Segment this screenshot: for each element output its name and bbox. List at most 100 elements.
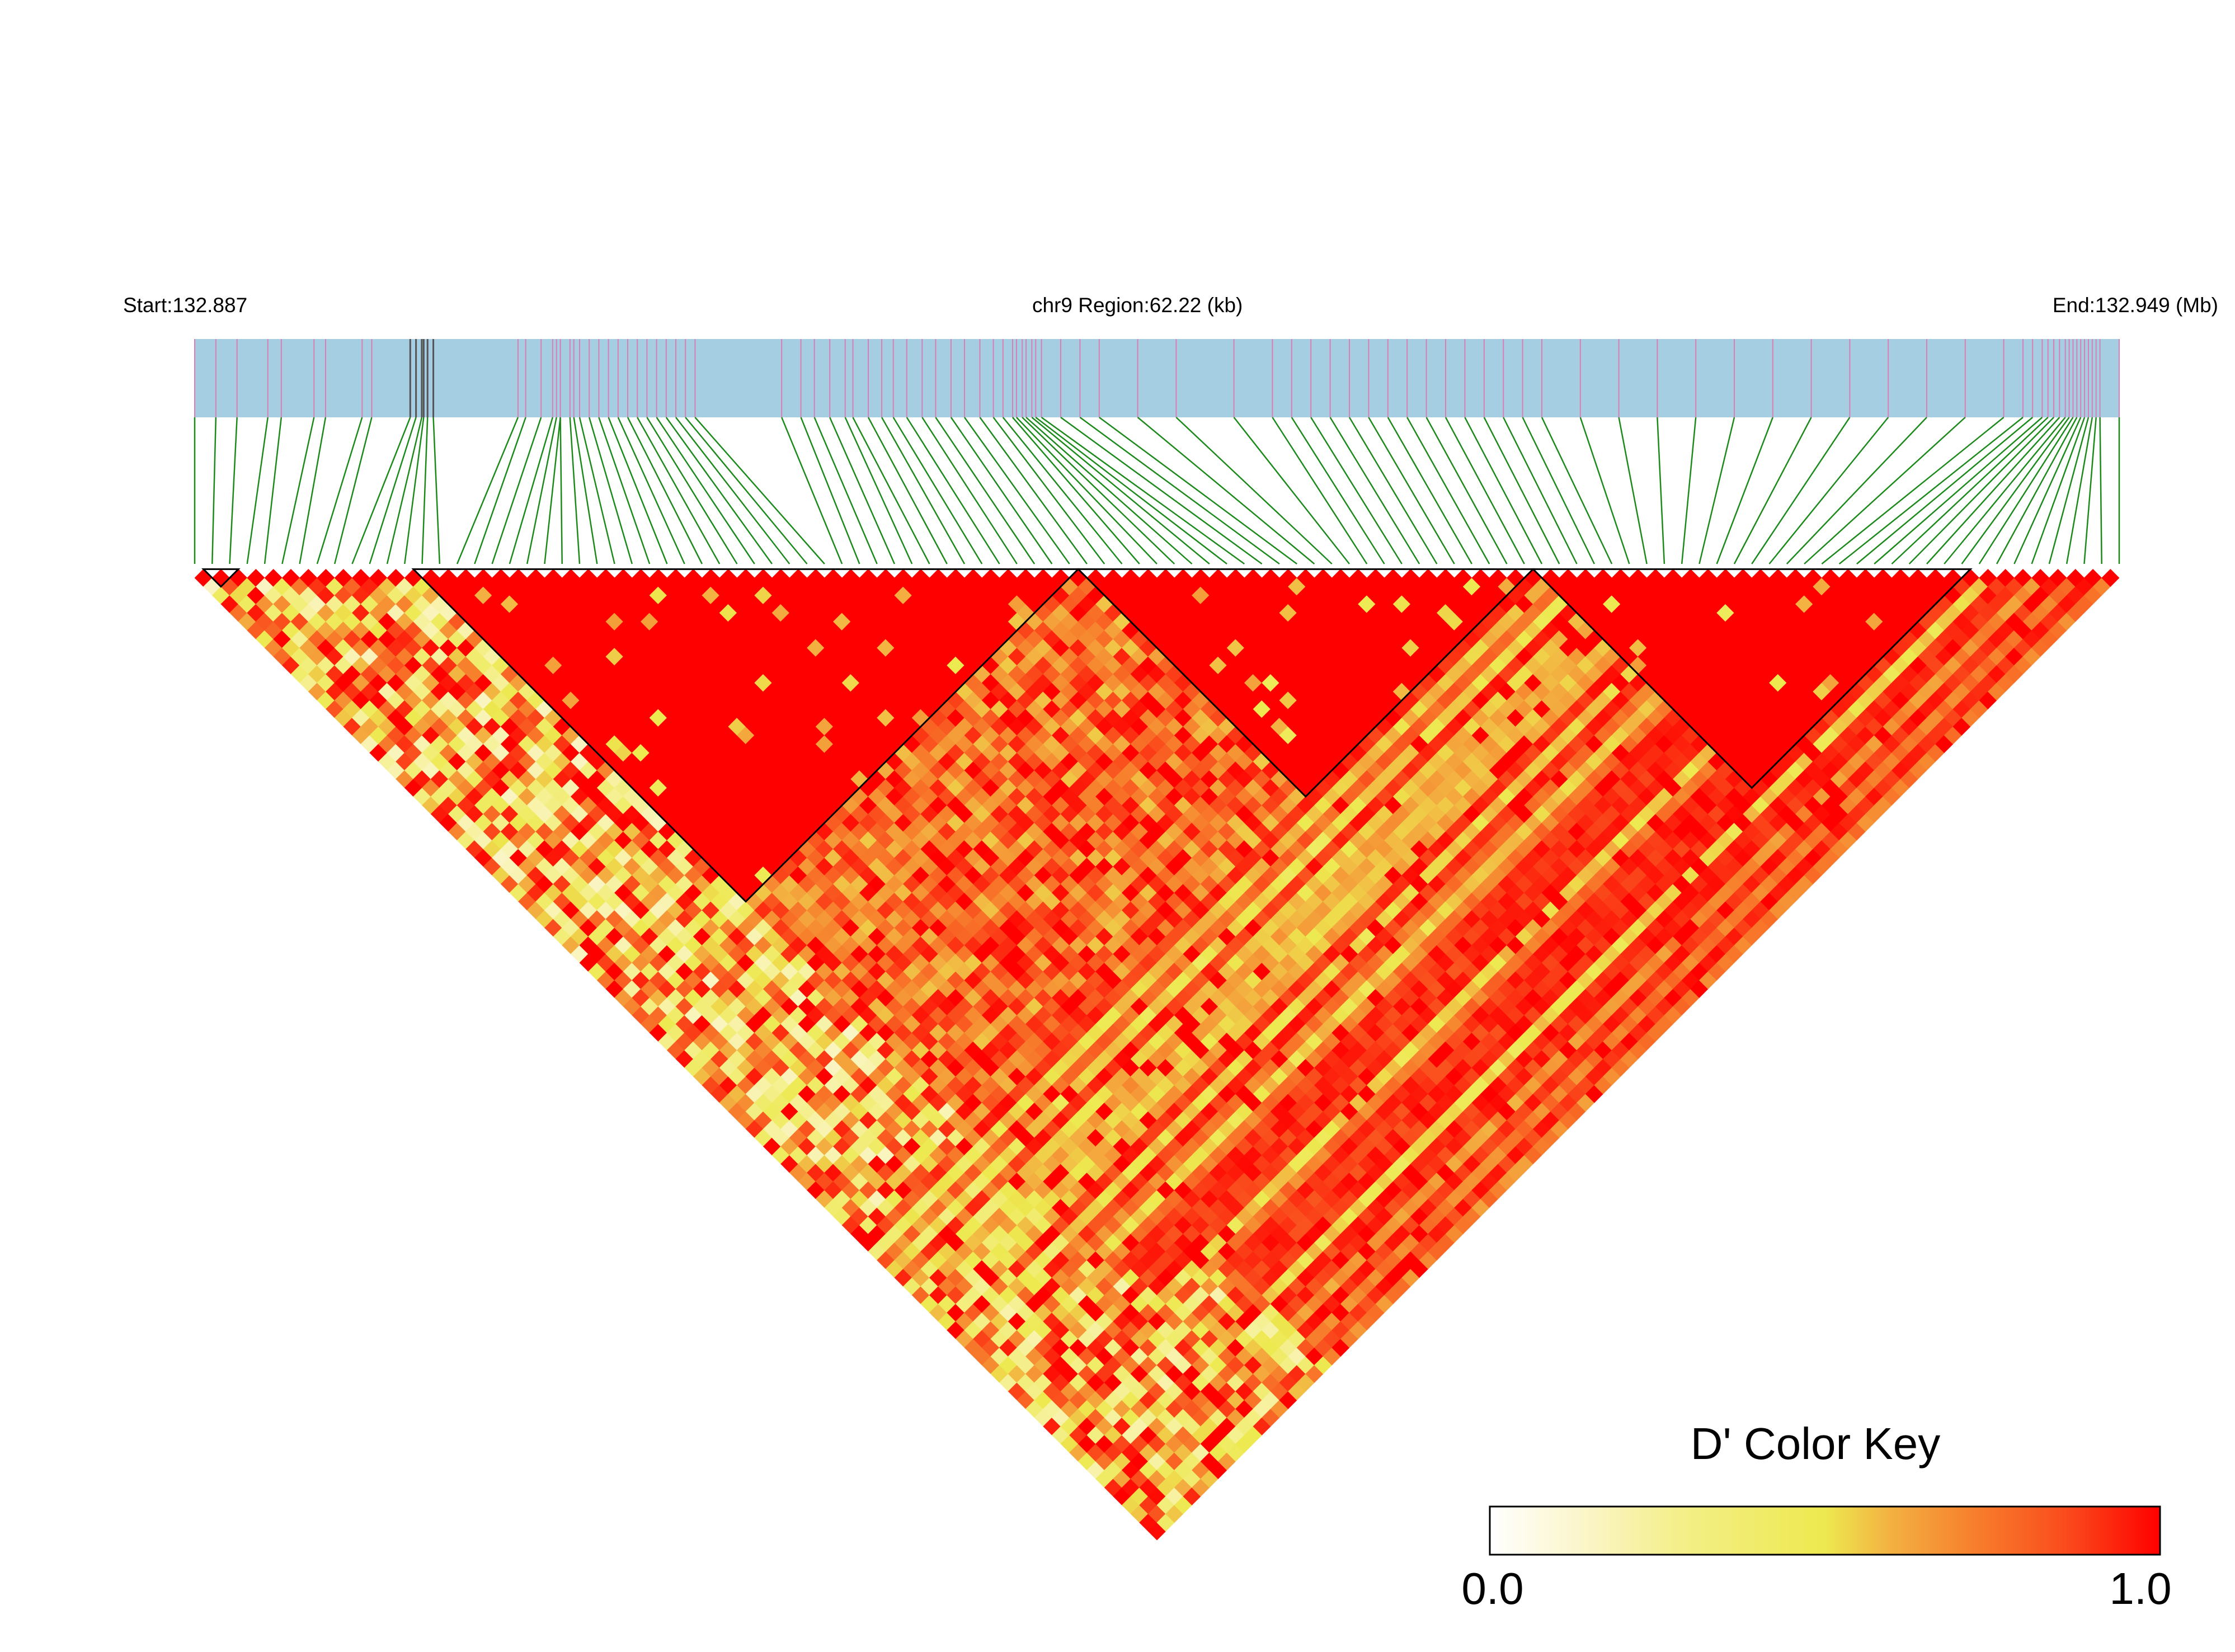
snp-connector (627, 417, 703, 564)
snp-connector (1368, 417, 1455, 564)
snp-connector (1310, 417, 1403, 564)
snp-connector (963, 417, 1070, 564)
snp-connector (1874, 417, 2043, 564)
snp-connector (992, 417, 1105, 564)
snp-connector (906, 417, 1000, 564)
snp-connector (1387, 417, 1472, 564)
snp-connector (800, 417, 860, 564)
snp-connector (1961, 417, 2070, 564)
snp-connector (386, 417, 423, 564)
snp-connector (229, 417, 238, 564)
snp-connector (1503, 417, 1578, 564)
snp-connector (637, 417, 721, 564)
snp-connector (675, 417, 791, 564)
snp-connector (1425, 417, 1508, 564)
snp-connector (509, 417, 554, 564)
snp-connector (432, 417, 441, 564)
snp-connector (474, 417, 526, 564)
snp-connector (1522, 417, 1595, 564)
snp-connector (2083, 417, 2097, 564)
snp-connector (2099, 417, 2102, 564)
snp-connector (656, 417, 755, 564)
snp-connector (921, 417, 1018, 564)
snp-connector (1035, 417, 1227, 564)
snp-connector (573, 417, 598, 564)
snp-connector (1233, 417, 1350, 564)
chromosome-track (195, 339, 2119, 417)
snp-connector (829, 417, 896, 564)
snp-connector (781, 417, 843, 564)
region-label: chr9 Region:62.22 (kb) (1032, 294, 1243, 317)
snp-connector (281, 417, 315, 564)
snp-connector (694, 417, 825, 564)
snp-connector (813, 417, 878, 564)
snp-connector (569, 417, 581, 564)
snp-connector (2013, 417, 2082, 564)
snp-connector (852, 417, 930, 564)
snp-connector (1541, 417, 1613, 564)
snp-connector (935, 417, 1036, 564)
snp-connector (351, 417, 411, 564)
snp-connector (1681, 417, 1697, 564)
snp-connector (1926, 417, 2060, 564)
snp-connector (1579, 417, 1630, 564)
snp-connector (578, 417, 615, 564)
snp-connector (1733, 417, 1812, 564)
snp-connector (646, 417, 738, 564)
snp-connector (617, 417, 685, 564)
snp-connector (491, 417, 542, 564)
snp-connector (1751, 417, 1851, 564)
snp-connector (1821, 417, 2005, 564)
snp-connector (1838, 417, 2024, 564)
snp-connector (1079, 416, 1280, 565)
snp-connector (246, 417, 269, 564)
snp-connector (1698, 417, 1735, 564)
snp-connector (333, 417, 373, 564)
snp-connector-lines (194, 416, 2120, 565)
snp-connector (1031, 417, 1210, 564)
snp-connector (421, 417, 429, 564)
snp-connector (1175, 417, 1333, 564)
snp-connector (1060, 416, 1263, 565)
snp-connector (316, 417, 363, 564)
snp-connector (1657, 417, 1665, 564)
snp-connector (598, 417, 651, 564)
snp-connector (1804, 417, 1966, 564)
end-label: End:132.949 (Mb) (2053, 294, 2218, 317)
snp-connector (1978, 417, 2074, 564)
snp-connector (299, 417, 327, 564)
snp-connector (665, 417, 773, 564)
snp-connector (1996, 417, 2078, 564)
snp-connector (559, 417, 563, 564)
snp-connector (1856, 417, 2034, 564)
snp-connector (544, 417, 561, 564)
snp-connector (456, 417, 519, 564)
snp-connector (2065, 417, 2093, 564)
snp-connector (1464, 417, 1543, 564)
snp-connector (950, 417, 1053, 564)
snp-connector (211, 417, 217, 564)
snp-connector (1272, 417, 1368, 564)
snp-connector (1891, 417, 2049, 564)
snp-connector (1137, 417, 1315, 564)
snp-connector (1348, 417, 1438, 564)
snp-connector (892, 417, 983, 564)
snp-connector (1444, 417, 1525, 564)
snp-connector (264, 417, 283, 564)
snp-connector (867, 417, 948, 564)
snp-connector (526, 417, 557, 564)
snp-connector (1406, 417, 1490, 564)
snp-connector (1768, 417, 1889, 564)
snp-connector (1483, 417, 1560, 564)
ld-heatmap-cells (194, 568, 2120, 1541)
snp-connector (881, 417, 966, 564)
snp-connector (1025, 417, 1193, 564)
snp-connector (1015, 417, 1158, 564)
snp-connector (979, 417, 1088, 564)
snp-connector (608, 417, 668, 564)
snp-connector (1716, 417, 1773, 564)
snp-connector (369, 417, 417, 564)
snp-connector (1618, 417, 1648, 564)
start-label: Start:132.887 (123, 294, 247, 317)
